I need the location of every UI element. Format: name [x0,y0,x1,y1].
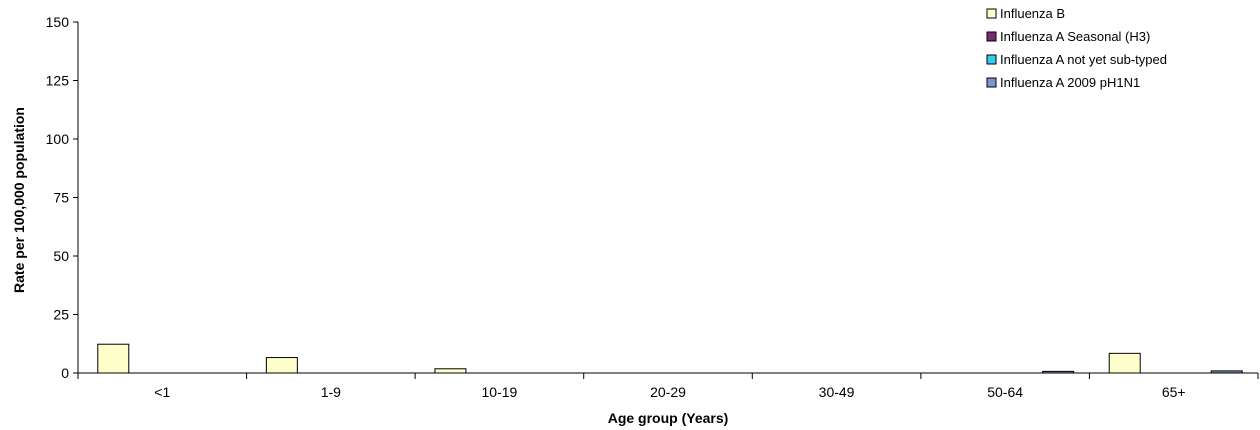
x-axis-title: Age group (Years) [608,410,729,426]
bar [97,343,130,374]
y-tick-label: 25 [53,307,69,323]
bar [1210,370,1243,374]
legend-swatch [986,54,997,65]
x-tick-label: <1 [154,384,170,400]
bar [1042,370,1075,374]
bar [265,357,298,374]
legend-label: Influenza A 2009 pH1N1 [1000,75,1140,90]
plot-area: 0 25 50 75 100 125 150 <1 1-9 10-19 20-29 30-49 50-6… [46,14,1259,400]
legend-swatch [986,77,997,88]
bar [434,368,467,374]
legend: Influenza B Influenza A Seasonal (H3) Infl… [986,6,1167,90]
legend-label: Influenza A not yet sub-typed [1000,52,1167,67]
y-tick-label: 100 [46,131,70,147]
x-tick-label: 1-9 [321,384,341,400]
x-tick-label: 10-19 [482,384,518,400]
y-tick-label: 0 [61,365,69,381]
legend-item: Influenza B [986,6,1065,21]
legend-swatch [986,8,997,19]
legend-item: Influenza A 2009 pH1N1 [986,75,1140,90]
legend-swatch [986,31,997,42]
y-tick-label: 150 [46,14,70,30]
legend-label: Influenza B [1000,6,1065,21]
x-tick-label: 30-49 [819,384,855,400]
y-tick-label: 125 [46,73,70,89]
x-tick-label: 50-64 [987,384,1023,400]
y-axis-title: Rate per 100,000 population [11,107,27,293]
x-tick-label: 65+ [1162,384,1186,400]
legend-item: Influenza A not yet sub-typed [986,52,1167,67]
bar [1108,352,1141,374]
legend-item: Influenza A Seasonal (H3) [986,29,1150,44]
legend-label: Influenza A Seasonal (H3) [1000,29,1150,44]
y-tick-label: 50 [53,248,69,264]
x-tick-label: 20-29 [650,384,686,400]
y-tick-label: 75 [53,190,69,206]
